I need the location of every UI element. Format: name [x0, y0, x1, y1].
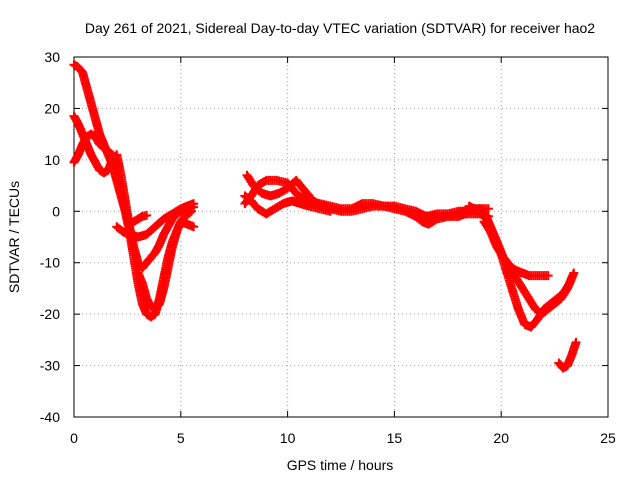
x-tick-label: 15	[387, 430, 403, 446]
x-tick-label: 5	[177, 430, 185, 446]
data-point	[483, 204, 493, 214]
data-points	[69, 60, 581, 373]
series-arc-8	[240, 191, 335, 219]
y-tick-label: 10	[44, 152, 60, 168]
y-tick-label: -10	[40, 255, 60, 271]
data-point	[567, 273, 577, 283]
series-arc-4	[112, 199, 199, 242]
series-arc-13	[554, 337, 581, 373]
axis-ticks: 0 5 10 15 20 25 -40 -30 -20 -10 0 10 20 30	[40, 49, 616, 446]
data-point	[142, 210, 152, 220]
x-axis-label: GPS time / hours	[287, 457, 394, 473]
x-tick-label: 20	[493, 430, 509, 446]
x-tick-label: 25	[600, 430, 616, 446]
data-point	[543, 271, 553, 281]
series-arc-5	[133, 217, 199, 314]
data-point	[189, 222, 199, 232]
data-point	[569, 268, 579, 278]
x-tick-label: 0	[70, 430, 78, 446]
y-tick-label: 30	[44, 49, 60, 65]
data-point	[571, 337, 581, 347]
y-axis-label: SDTVAR / TECUs	[6, 181, 22, 293]
chart-title: Day 261 of 2021, Sidereal Day-to-day VTE…	[85, 20, 595, 36]
y-tick-label: -40	[40, 409, 60, 425]
data-point	[325, 206, 335, 216]
series-arc-3	[69, 129, 152, 229]
data-point	[189, 199, 199, 209]
y-tick-label: 0	[52, 203, 60, 219]
y-tick-label: -30	[40, 358, 60, 374]
y-tick-label: -20	[40, 306, 60, 322]
series-arc-12	[479, 217, 577, 319]
grid-lines	[74, 57, 608, 417]
y-tick-label: 20	[44, 100, 60, 116]
x-tick-label: 10	[280, 430, 296, 446]
series-arc-1	[69, 60, 196, 322]
plot-frame	[73, 56, 609, 418]
